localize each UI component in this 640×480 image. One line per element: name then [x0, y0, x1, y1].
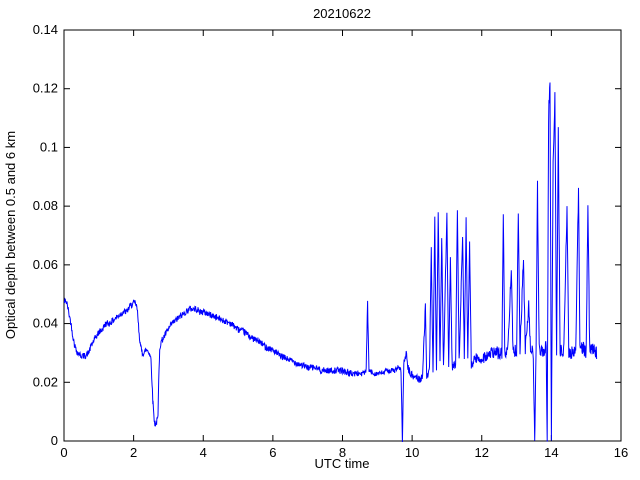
y-tick-label: 0.06	[33, 257, 58, 272]
y-tick-label: 0.02	[33, 374, 58, 389]
y-tick-label: 0.12	[33, 81, 58, 96]
y-tick-label: 0.1	[40, 139, 58, 154]
x-tick-label: 14	[544, 445, 558, 460]
x-tick-label: 6	[269, 445, 276, 460]
x-tick-label: 4	[200, 445, 207, 460]
y-tick-label: 0.14	[33, 22, 58, 37]
x-tick-label: 0	[60, 445, 67, 460]
x-tick-label: 16	[614, 445, 628, 460]
y-axis-label: Optical depth between 0.5 and 6 km	[3, 131, 18, 339]
chart-title: 20210622	[313, 6, 371, 21]
x-tick-label: 10	[405, 445, 419, 460]
data-series-line	[64, 82, 598, 442]
y-tick-label: 0.08	[33, 198, 58, 213]
x-tick-label: 8	[339, 445, 346, 460]
y-tick-label: 0	[51, 433, 58, 448]
x-tick-label: 12	[475, 445, 489, 460]
y-tick-label: 0.04	[33, 316, 58, 331]
x-tick-label: 2	[130, 445, 137, 460]
axis-ticks: 0 2 4 6 8 10 12 14 16 0 0.02 0.04 0.06 0.08 0.1 0.12 0.1…	[33, 22, 629, 460]
x-axis-label: UTC time	[315, 456, 370, 471]
